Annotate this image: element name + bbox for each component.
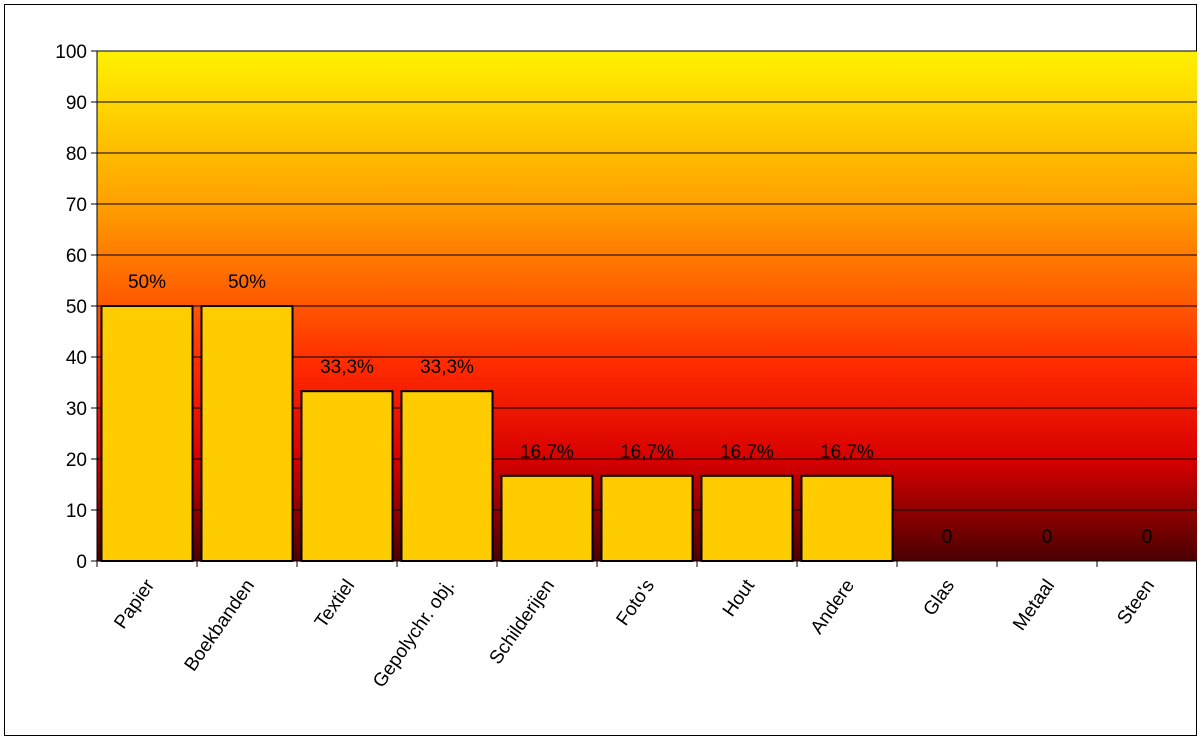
data-label: 16,7% [620,442,674,463]
bar [600,474,694,562]
y-tick-label: 30 [66,399,87,420]
bar-chart: 0 10 20 30 40 50 60 70 80 90 100 50% 50% 33,3% 33,3% 1… [55,42,1197,692]
bar [500,474,594,562]
data-label: 33,3% [320,357,374,378]
axes: 0 10 20 30 40 50 60 70 80 90 100 [55,42,1197,573]
category-label: Boekbanden [181,576,259,675]
data-label: 0 [1042,527,1053,548]
data-label: 16,7% [820,442,874,463]
category-label: Metaal [1009,576,1059,635]
bar [800,474,894,562]
category-label: Textiel [311,576,359,632]
y-tick-label: 40 [66,348,87,369]
category-label: Foto's [613,576,660,630]
category-label: Hout [719,575,760,621]
y-tick-label: 100 [55,42,87,63]
data-label: 16,7% [520,442,574,463]
data-label: 16,7% [720,442,774,463]
y-tick-label: 10 [66,501,87,522]
bars [100,305,894,563]
bar [200,305,294,562]
category-label: Gepolychr. obj. [369,576,459,692]
data-label: 0 [1142,527,1153,548]
category-label: Schilderijen [486,576,560,669]
y-tick-label: 80 [66,144,87,165]
category-label: Papier [110,575,159,633]
y-tick-label: 50 [66,297,87,318]
data-label: 33,3% [420,357,474,378]
y-tick-label: 60 [66,246,87,267]
bar [100,305,194,562]
bar [300,390,394,563]
bar [400,390,494,563]
category-label: Glas [919,576,959,620]
bar [700,474,794,562]
data-label: 50% [228,272,266,293]
chart-area: 0 10 20 30 40 50 60 70 80 90 100 50% 50% 33,3% 33,3% 1… [4,4,1197,736]
category-label: Andere [807,576,859,638]
data-label: 50% [128,272,166,293]
y-tick-label: 70 [66,195,87,216]
data-label: 0 [942,527,953,548]
y-tick-label: 20 [66,450,87,471]
category-label: Steen [1113,576,1159,629]
data-labels: 50% 50% 33,3% 33,3% 16,7% 16,7% 16,7% 16,7% 0 0 0 [128,272,1152,548]
category-labels: Papier Boekbanden Textiel Gepolychr. obj. Sc… [110,575,1159,691]
y-tick-label: 0 [76,552,87,573]
y-tick-label: 90 [66,93,87,114]
